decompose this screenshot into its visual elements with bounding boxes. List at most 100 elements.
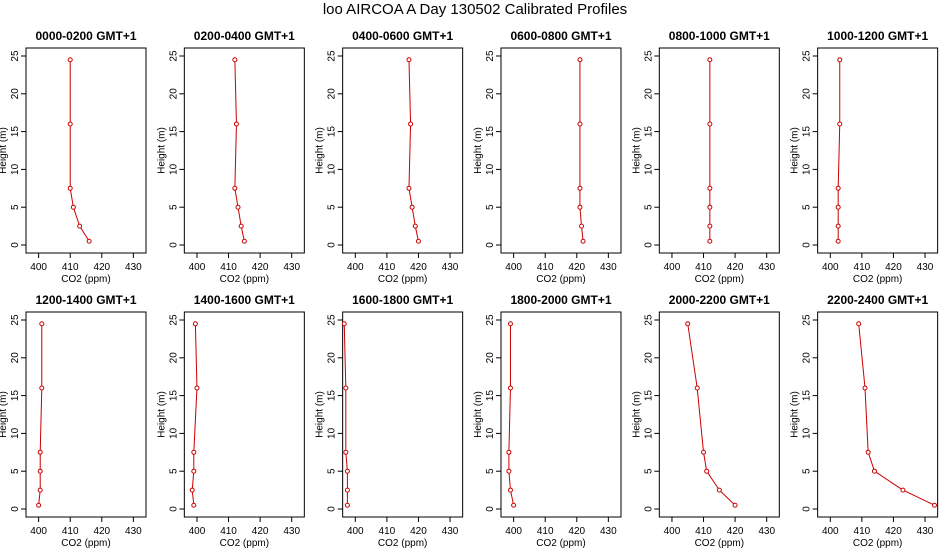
data-point [732,502,738,508]
y-tick-label: 15 [485,126,496,138]
y-tick-label: 15 [327,390,338,402]
y-tick-label: 0 [643,242,654,248]
y-tick-label: 0 [485,506,496,512]
y-tick-label: 25 [485,50,496,62]
x-tick-label: 420 [568,526,585,537]
x-tick-label: 420 [568,262,585,273]
y-tick-label: 5 [327,468,338,474]
x-tick-label: 410 [379,526,396,537]
data-point [685,321,691,327]
x-tick-label: 420 [885,526,902,537]
data-point [835,204,841,210]
profile-line [191,323,198,506]
data-point [232,57,238,63]
plot-frame [25,311,147,518]
data-point [67,121,73,127]
x-tick-label: 410 [537,262,554,273]
data-point [835,185,841,191]
data-point [408,121,414,127]
y-tick-label: 25 [643,50,654,62]
y-tick-label: 0 [10,506,21,512]
y-tick-label: 0 [802,242,813,248]
x-axis-label: CO2 (ppm) [61,274,110,285]
x-tick-label: 400 [347,526,364,537]
data-point [579,223,585,229]
y-tick-label: 20 [327,352,338,364]
data-point [862,385,868,391]
y-tick-label: 15 [643,390,654,402]
data-point [86,238,92,244]
x-axis-label: CO2 (ppm) [536,538,585,549]
profile-panel-3: 0400-0600 GMT+1 400 410 420 430 0 5 10 15 20 25 CO2… [315,29,464,285]
x-tick-label: 400 [664,262,681,273]
x-axis-label: CO2 (ppm) [536,274,585,285]
data-point [191,502,197,508]
panel-title: 1400-1600 GMT+1 [194,293,295,307]
x-tick-label: 400 [822,262,839,273]
profile-line [687,323,736,506]
y-tick-label: 25 [168,50,179,62]
y-tick-label: 5 [802,468,813,474]
x-tick-label: 420 [252,262,269,273]
data-point [343,449,349,455]
y-tick-label: 10 [802,163,813,175]
y-tick-label: 10 [643,427,654,439]
plot-frame [183,47,305,254]
x-tick-label: 420 [410,262,427,273]
y-axis-label: Height (m) [0,391,9,438]
data-point [412,223,418,229]
profile-line [343,323,348,506]
x-tick-label: 430 [125,526,142,537]
y-tick-label: 20 [485,352,496,364]
data-point [506,468,512,474]
data-point [235,204,241,210]
data-point [39,321,45,327]
y-tick-label: 25 [485,314,496,326]
data-point [37,487,43,493]
profile-panel-2: 0200-0400 GMT+1 400 410 420 430 0 5 10 15 20 25 CO2… [156,29,305,285]
panel-title: 0600-0800 GMT+1 [510,29,611,43]
profile-line [508,323,515,506]
y-axis-label: Height (m) [631,391,642,438]
plot-frame [342,311,464,518]
panel-title: 0000-0200 GMT+1 [35,29,136,43]
panel-title: 0200-0400 GMT+1 [194,29,295,43]
y-tick-label: 5 [485,468,496,474]
panel-title: 1000-1200 GMT+1 [827,29,928,43]
data-point [67,185,73,191]
x-tick-label: 430 [917,526,934,537]
y-axis-label: Height (m) [315,391,326,438]
x-tick-label: 420 [410,526,427,537]
x-tick-label: 420 [727,526,744,537]
y-tick-label: 10 [485,163,496,175]
x-tick-label: 410 [854,526,871,537]
y-tick-label: 10 [10,163,21,175]
data-point [931,502,937,508]
data-point [341,321,347,327]
x-tick-label: 430 [283,526,300,537]
y-tick-label: 5 [168,204,179,210]
panel-title: 2200-2400 GMT+1 [827,293,928,307]
y-tick-label: 5 [10,204,21,210]
y-tick-label: 0 [327,506,338,512]
data-point [232,185,238,191]
y-tick-label: 5 [802,204,813,210]
x-tick-label: 430 [125,262,142,273]
profile-panel-4: 0600-0800 GMT+1 400 410 420 430 0 5 10 15 20 25 CO2… [473,29,622,285]
y-tick-label: 15 [802,126,813,138]
data-point [241,238,247,244]
profile-line [69,59,90,242]
y-tick-label: 5 [10,468,21,474]
y-tick-label: 5 [327,204,338,210]
profile-line [234,59,245,242]
data-point [233,121,239,127]
plot-frame [817,47,939,254]
data-point [406,185,412,191]
profile-panel-1: 0000-0200 GMT+1 400 410 420 430 0 5 10 15 20 25 CO2… [0,29,147,285]
y-axis-label: Height (m) [473,391,484,438]
y-axis-label: Height (m) [156,127,167,174]
x-tick-label: 400 [347,262,364,273]
profile-line [837,59,841,242]
x-tick-label: 430 [283,262,300,273]
